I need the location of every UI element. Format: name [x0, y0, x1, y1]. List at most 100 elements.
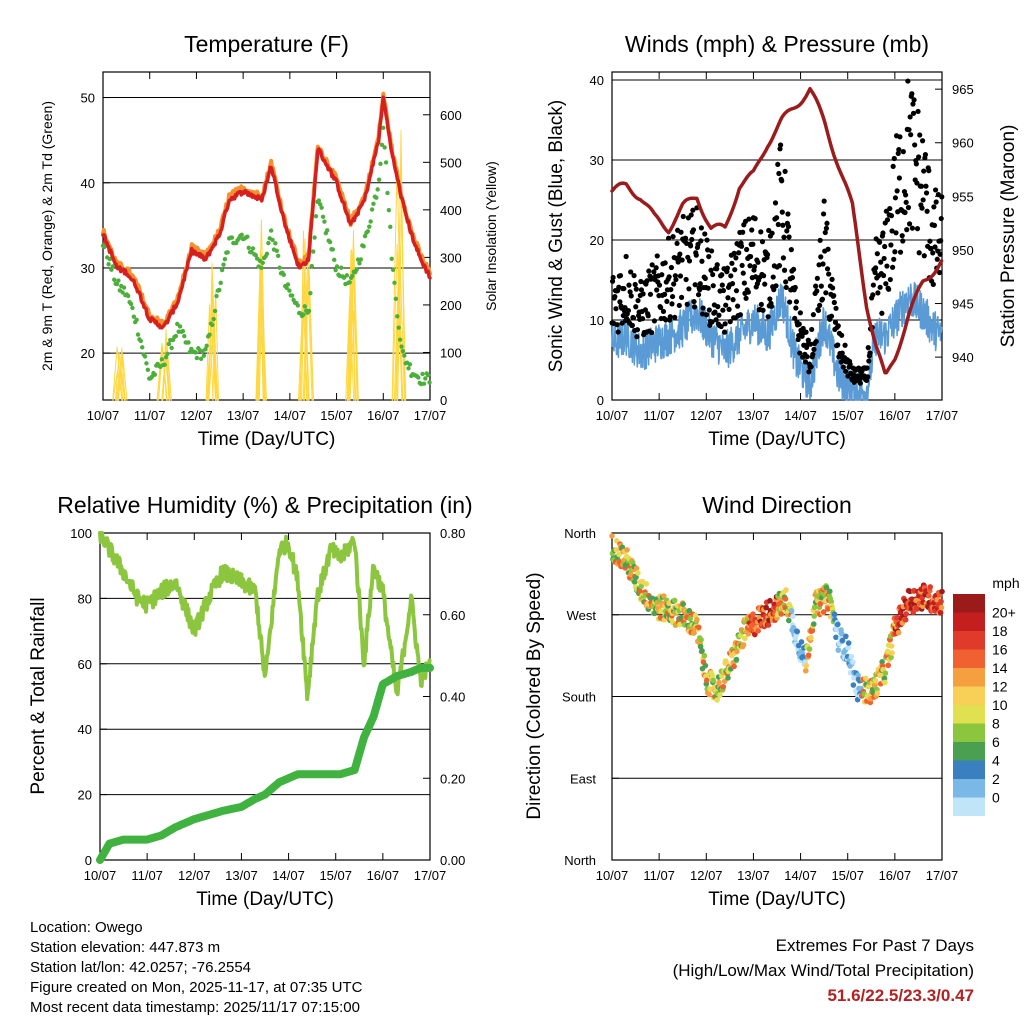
gust-point [887, 276, 893, 283]
gust-point [773, 283, 779, 289]
gust-point [870, 292, 876, 298]
gust-point [916, 250, 922, 256]
y-axis-label: 2m & 9m T (Red, Orange) & 2m Td (Green) [39, 101, 55, 371]
direction-point [661, 593, 667, 599]
gust-point [879, 310, 885, 316]
direction-point [671, 597, 678, 604]
dewpoint-point [218, 280, 223, 286]
gust-point [610, 274, 616, 281]
y2-tick-label: 0.60 [440, 608, 465, 623]
direction-point [806, 646, 813, 652]
solar-line [257, 252, 266, 401]
colorbar-label: 4 [992, 753, 1000, 769]
x-tick-label: 16/07 [367, 408, 400, 423]
gust-point [782, 168, 788, 175]
gust-point [780, 255, 787, 261]
gust-point [893, 230, 899, 236]
colorbar-swatch [953, 686, 985, 705]
gust-point [689, 236, 695, 243]
gust-point [721, 329, 728, 335]
dewpoint-point [281, 272, 286, 277]
direction-point [778, 611, 785, 617]
humidity-line [98, 531, 432, 702]
dewpoint-point [320, 214, 326, 219]
gust-point [737, 312, 744, 318]
y-tick-label: 40 [590, 73, 604, 88]
direction-point [843, 633, 849, 640]
gust-point [677, 273, 684, 279]
direction-point [855, 672, 861, 679]
x-tick-label: 10/07 [87, 408, 120, 423]
y2-axis-label: Solar Insolation (Yellow) [483, 161, 499, 311]
dewpoint-point [399, 344, 404, 349]
gust-point [692, 282, 698, 288]
dewpoint-point [318, 202, 323, 207]
gust-point [651, 269, 657, 275]
x-tick-label: 14/07 [272, 868, 305, 883]
gust-point [729, 281, 736, 287]
chart-title: Winds (mph) & Pressure (mb) [625, 31, 929, 57]
gust-point [896, 175, 902, 181]
dewpoint-point [383, 160, 389, 165]
dewpoint-point [116, 278, 121, 283]
gust-point [776, 170, 782, 177]
direction-series [609, 533, 945, 706]
y-tick-label: 30 [590, 153, 604, 168]
latest-timestamp-text: Most recent data timestamp: 2025/11/17 0… [30, 999, 360, 1016]
gust-point [749, 227, 755, 233]
colorbar-label: 0 [992, 790, 1000, 806]
direction-point [740, 642, 747, 648]
gust-point [712, 309, 718, 315]
dewpoint-point [374, 195, 379, 200]
dewpoint-point [198, 356, 204, 362]
dewpoint-point [273, 241, 278, 246]
gust-point [628, 293, 634, 299]
gust-point [723, 302, 729, 308]
gust-point [866, 358, 872, 364]
gust-point [818, 283, 824, 289]
gust-point [761, 273, 767, 279]
gust-point [623, 253, 629, 260]
direction-point [742, 635, 748, 642]
gust-point [647, 291, 654, 297]
direction-point [680, 601, 686, 607]
direction-point [609, 533, 615, 539]
dewpoint-point [416, 375, 421, 380]
gust-point [921, 168, 927, 174]
direction-point [938, 604, 945, 611]
direction-point [794, 628, 801, 635]
dewpoint-point [245, 234, 250, 239]
y2-tick-label: 100 [440, 345, 462, 360]
direction-point [701, 652, 708, 659]
y2-tick-label: 955 [952, 189, 974, 204]
gust-point [679, 257, 685, 263]
direction-point [782, 596, 789, 602]
dewpoint-point [134, 317, 139, 323]
gust-point [896, 147, 902, 153]
gust-point [667, 314, 673, 320]
gust-point [813, 283, 819, 289]
gust-point [672, 273, 678, 279]
gust-point [708, 248, 715, 254]
gust-point [698, 225, 704, 231]
gust-point [700, 305, 706, 311]
gust-point [651, 318, 658, 324]
y-tick-label: 20 [81, 346, 95, 361]
station-info: Location: Owego Station elevation: 447.8… [30, 918, 362, 1018]
gust-point [779, 178, 785, 184]
dewpoint-point [135, 332, 141, 337]
gust-point [615, 329, 621, 335]
gust-point [747, 263, 753, 269]
gust-point [938, 215, 944, 222]
direction-point [888, 643, 895, 649]
x-tick-label: 17/07 [926, 868, 959, 883]
gust-point [930, 281, 936, 287]
gust-point [688, 212, 694, 218]
gust-point [630, 315, 637, 321]
gust-point [758, 301, 764, 308]
gust-point [660, 308, 667, 315]
solar-line [396, 130, 406, 401]
gust-point [691, 304, 698, 310]
direction-point [785, 617, 792, 624]
solar-line [207, 279, 218, 401]
